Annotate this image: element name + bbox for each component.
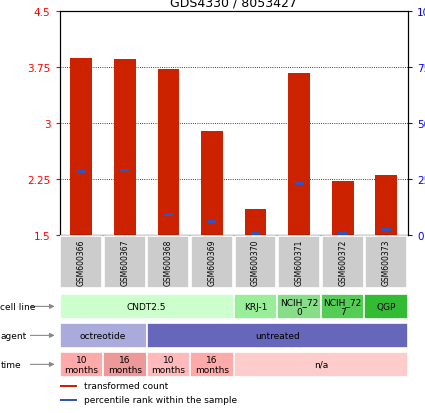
Text: CNDT2.5: CNDT2.5 xyxy=(127,302,166,311)
Text: 16
months: 16 months xyxy=(195,355,229,374)
Bar xyxy=(147,352,190,377)
Bar xyxy=(322,237,363,288)
Bar xyxy=(235,237,276,288)
Text: NCIH_72
7: NCIH_72 7 xyxy=(323,297,362,316)
Bar xyxy=(201,131,223,235)
Bar xyxy=(164,213,173,216)
Text: QGP: QGP xyxy=(377,302,396,311)
Bar xyxy=(60,399,76,401)
Bar xyxy=(332,182,354,235)
Bar xyxy=(71,59,92,235)
Text: 10
months: 10 months xyxy=(151,355,185,374)
Bar xyxy=(147,323,408,348)
Bar xyxy=(103,352,147,377)
Bar xyxy=(60,294,234,319)
Text: GSM600368: GSM600368 xyxy=(164,239,173,285)
Bar xyxy=(104,237,146,288)
Bar xyxy=(278,237,320,288)
Text: GSM600372: GSM600372 xyxy=(338,239,347,285)
Bar xyxy=(77,171,85,174)
Bar xyxy=(364,294,408,319)
Bar xyxy=(251,233,260,235)
Bar xyxy=(191,237,233,288)
Bar xyxy=(60,237,102,288)
Bar xyxy=(382,228,391,231)
Text: n/a: n/a xyxy=(314,360,328,369)
Text: cell line: cell line xyxy=(0,302,36,311)
Bar xyxy=(60,323,147,348)
Text: GSM600369: GSM600369 xyxy=(207,239,216,285)
Text: GSM600371: GSM600371 xyxy=(295,239,303,285)
Text: 10
months: 10 months xyxy=(64,355,98,374)
Text: percentile rank within the sample: percentile rank within the sample xyxy=(84,395,237,404)
Bar xyxy=(321,294,364,319)
Bar xyxy=(245,209,266,235)
Text: GSM600366: GSM600366 xyxy=(77,239,86,285)
Text: GSM600367: GSM600367 xyxy=(120,239,129,285)
Bar xyxy=(121,169,129,172)
Text: 16
months: 16 months xyxy=(108,355,142,374)
Text: GSM600373: GSM600373 xyxy=(382,239,391,285)
Bar xyxy=(295,183,303,185)
Text: transformed count: transformed count xyxy=(84,381,168,390)
Bar xyxy=(366,237,407,288)
Bar xyxy=(158,70,179,235)
Bar xyxy=(234,352,408,377)
Bar xyxy=(338,233,347,235)
Bar xyxy=(207,221,216,223)
Title: GDS4330 / 8053427: GDS4330 / 8053427 xyxy=(170,0,297,10)
Text: agent: agent xyxy=(0,331,27,340)
Text: untreated: untreated xyxy=(255,331,300,340)
Bar xyxy=(60,385,76,387)
Bar xyxy=(147,237,189,288)
Text: NCIH_72
0: NCIH_72 0 xyxy=(280,297,318,316)
Text: octreotide: octreotide xyxy=(80,331,126,340)
Bar xyxy=(234,294,277,319)
Bar xyxy=(277,294,321,319)
Bar xyxy=(190,352,234,377)
Bar xyxy=(288,74,310,235)
Text: time: time xyxy=(0,360,21,369)
Text: KRJ-1: KRJ-1 xyxy=(244,302,267,311)
Bar xyxy=(60,352,103,377)
Bar xyxy=(114,60,136,235)
Text: GSM600370: GSM600370 xyxy=(251,239,260,285)
Bar xyxy=(375,176,397,235)
